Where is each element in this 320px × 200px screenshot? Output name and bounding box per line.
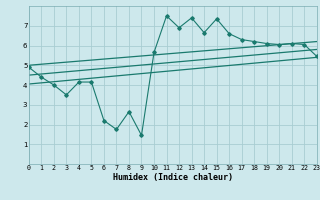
X-axis label: Humidex (Indice chaleur): Humidex (Indice chaleur) xyxy=(113,173,233,182)
